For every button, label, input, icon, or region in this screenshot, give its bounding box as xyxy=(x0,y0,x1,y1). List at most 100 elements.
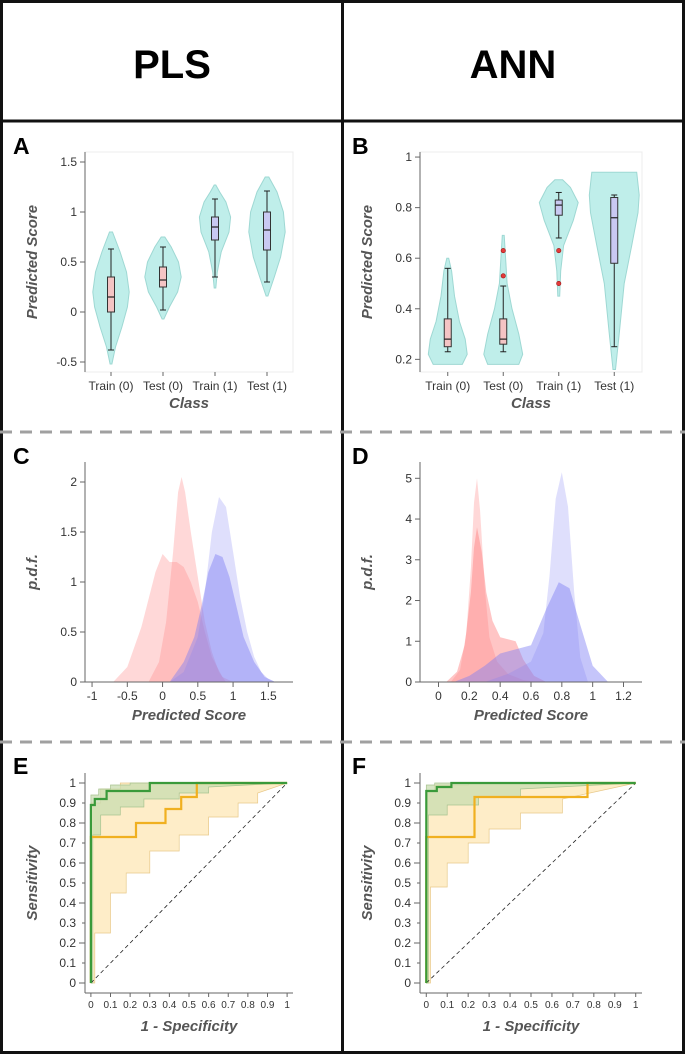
box-iqr xyxy=(211,216,219,241)
x-tick-label: 0.2 xyxy=(123,1000,137,1011)
roc-confidence-band xyxy=(90,782,288,984)
x-tick-label: 0.9 xyxy=(608,1000,622,1011)
x-tick-label: 0.5 xyxy=(182,1000,196,1011)
x-tick-label: Train (1) xyxy=(536,379,581,393)
x-tick-label: 0.8 xyxy=(587,1000,601,1011)
x-tick-label: 0.7 xyxy=(566,1000,580,1011)
column-header-ann: ANN xyxy=(470,43,557,87)
x-tick-label: 1 xyxy=(633,1000,639,1011)
x-tick-label: 0.6 xyxy=(545,1000,559,1011)
panel-letter-b: B xyxy=(352,133,369,159)
chart-ann-roc: 0 0.1 0.2 0.3 0.4 0.5 0.6 0.7 0.8 0.9 1 0 0.1 0.2 0.3 0… xyxy=(359,773,642,1035)
outlier-point xyxy=(556,248,562,254)
y-tick-label: -0.5 xyxy=(56,355,77,369)
x-tick-label: 0.4 xyxy=(162,1000,176,1011)
pdf-area-test-1 xyxy=(453,582,609,682)
y-tick-label: 0.2 xyxy=(394,936,411,950)
x-tick-label: 0.5 xyxy=(524,1000,538,1011)
pdf-area-test-1 xyxy=(169,554,276,682)
x-tick-label: 0.1 xyxy=(440,1000,454,1011)
x-tick-label: Test (0) xyxy=(483,379,523,393)
x-tick-label: 0.8 xyxy=(241,1000,255,1011)
y-axis-label: Sensitivity xyxy=(24,845,41,921)
x-axis-label: Predicted Score xyxy=(132,707,246,724)
y-tick-label: 1 xyxy=(70,575,77,589)
panel-letter-a: A xyxy=(13,133,30,159)
x-tick-label: 1 xyxy=(284,1000,290,1011)
x-tick-label: 0.8 xyxy=(553,689,570,703)
y-tick-label: 1.5 xyxy=(60,525,77,539)
y-tick-label: 0.5 xyxy=(59,876,76,890)
x-tick-label: 1 xyxy=(230,689,237,703)
box-iqr xyxy=(443,318,452,348)
box-iqr xyxy=(159,266,167,288)
y-tick-label: 3 xyxy=(405,553,412,567)
x-tick-label: 1 xyxy=(589,689,596,703)
y-tick-label: 0.3 xyxy=(394,916,411,930)
box-iqr xyxy=(263,211,271,251)
x-tick-label: Train (1) xyxy=(193,379,238,393)
y-tick-label: 0.1 xyxy=(59,956,76,970)
y-tick-label: 0 xyxy=(70,305,77,319)
y-axis-label: Predicted Score xyxy=(24,205,41,319)
y-tick-label: 0 xyxy=(69,976,76,990)
y-tick-label: 4 xyxy=(405,512,412,526)
x-tick-label: 0.9 xyxy=(261,1000,275,1011)
y-tick-label: 0.7 xyxy=(59,836,76,850)
chart-pls-pdf: -1 -0.5 0 0.5 1 1.5 0 0.5 1 1.5 2 p.d.f. Predicted S… xyxy=(24,462,293,724)
pdf-area-train-0 xyxy=(450,478,539,682)
y-axis-label: p.d.f. xyxy=(24,554,41,591)
x-axis-label: Class xyxy=(169,395,209,412)
chart-ann-violin: Train (0) Test (0) Train (1) Test (1) 0.2 0.4… xyxy=(359,150,643,412)
chance-diagonal xyxy=(90,782,288,984)
x-tick-label: -1 xyxy=(87,689,98,703)
y-tick-label: 0 xyxy=(70,675,77,689)
x-tick-label: 0.3 xyxy=(143,1000,157,1011)
x-tick-label: 0.4 xyxy=(503,1000,517,1011)
box-iqr xyxy=(107,276,115,313)
chart-pls-violin: Train (0) Test (0) Train (1) Test (1) -0.5 0 0… xyxy=(24,151,294,412)
box-iqr xyxy=(610,197,619,264)
y-axis-label: p.d.f. xyxy=(359,554,376,591)
x-tick-label: Test (1) xyxy=(594,379,634,393)
x-tick-label: 0.2 xyxy=(461,689,478,703)
y-tick-label: 1 xyxy=(70,205,77,219)
x-tick-label: 0.4 xyxy=(492,689,509,703)
x-tick-label: 0.5 xyxy=(189,689,206,703)
x-axis-label: Predicted Score xyxy=(474,707,588,724)
y-tick-label: 0.5 xyxy=(60,255,77,269)
roc-curve-train xyxy=(89,781,288,983)
y-tick-label: 0.4 xyxy=(394,896,411,910)
y-tick-label: 0.4 xyxy=(59,896,76,910)
x-axis-label: 1 - Specificity xyxy=(141,1018,238,1035)
box-iqr xyxy=(499,318,508,345)
x-tick-label: 0.7 xyxy=(221,1000,235,1011)
y-tick-label: 0.9 xyxy=(394,796,411,810)
x-tick-label: 1.5 xyxy=(260,689,277,703)
pdf-area-train-1 xyxy=(169,497,276,682)
pdf-area-train-0 xyxy=(113,554,234,682)
y-tick-label: 1 xyxy=(405,150,412,164)
x-tick-label: 0.3 xyxy=(482,1000,496,1011)
y-tick-label: 0.6 xyxy=(395,251,412,265)
y-tick-label: 0.9 xyxy=(59,796,76,810)
x-tick-label: Train (0) xyxy=(89,379,134,393)
y-tick-label: 0.5 xyxy=(60,625,77,639)
y-tick-label: 0.2 xyxy=(59,936,76,950)
y-tick-label: 5 xyxy=(405,471,412,485)
y-tick-label: 1 xyxy=(405,634,412,648)
y-tick-label: 0.5 xyxy=(394,876,411,890)
roc-curve-train xyxy=(425,781,636,983)
y-tick-label: 0.6 xyxy=(394,856,411,870)
column-header-pls: PLS xyxy=(133,43,211,87)
x-tick-label: 0.6 xyxy=(202,1000,216,1011)
y-tick-label: 2 xyxy=(405,594,412,608)
x-tick-label: 0.6 xyxy=(523,689,540,703)
y-axis-label: Predicted Score xyxy=(359,205,376,319)
y-tick-label: 0 xyxy=(405,675,412,689)
y-tick-label: 0.1 xyxy=(394,956,411,970)
chart-pls-roc: 0 0.1 0.2 0.3 0.4 0.5 0.6 0.7 0.8 0.9 1 0 0.1 0.2 0.3 0… xyxy=(24,773,293,1035)
box-iqr xyxy=(554,199,563,216)
y-tick-label: 1.5 xyxy=(60,155,77,169)
